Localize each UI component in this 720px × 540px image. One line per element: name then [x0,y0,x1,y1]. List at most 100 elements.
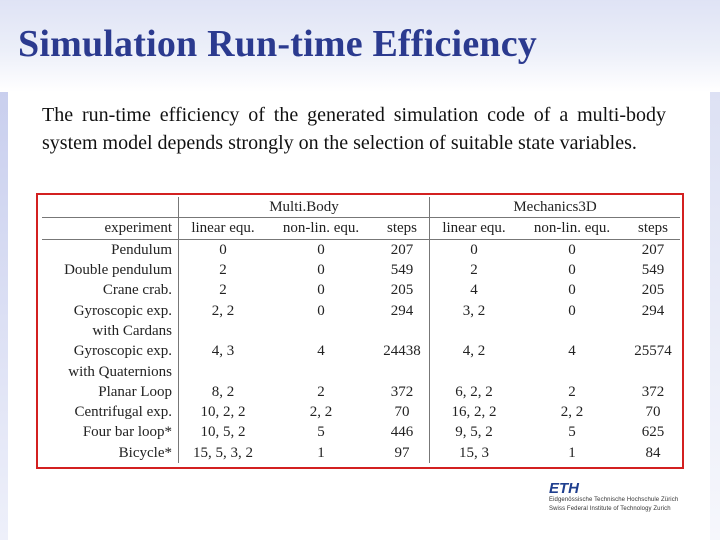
value-cell: 3, 2 [462,302,486,319]
value-cell: 4 [470,282,478,299]
experiment-cell: Pendulum [42,239,179,260]
value-cell: 25574 [634,343,672,360]
value-cell: 9, 5, 2 [455,424,493,441]
value-cell: 2, 2 [211,302,235,319]
experiment-cell: with Cardans [42,320,179,342]
value-cell: 1 [568,444,576,461]
value-cell: 446 [375,422,430,443]
experiment-cell: with Quaternions [42,361,179,382]
value-cell [626,361,680,381]
value-cell: 2 [470,262,478,279]
results-table-frame: Multi.Body Mechanics3D experiment linear eq… [36,193,684,469]
title-band [0,0,720,92]
table-row: Pendulum 0 0 207 0 0 207 [42,239,680,260]
value-cell: 625 [641,424,665,441]
column-header: linear equ. [429,217,518,240]
value-cell: 294 [375,300,430,321]
value-cell: 207 [641,241,665,258]
value-cell [267,361,375,381]
value-cell: 15, 5, 3, 2 [193,444,253,461]
experiment-cell: Gyroscopic exp. [42,341,179,362]
table-row: Double pendulum 2 0 549 2 0 549 [42,259,680,281]
table-row: Centrifugal exp. 10, 2, 2 2, 2 70 16, 2, 2 2,… [42,401,680,423]
column-header: non-lin. equ. [518,217,626,240]
value-cell: 6, 2, 2 [455,383,493,400]
value-cell: 1 [317,444,325,461]
group-header: Multi.Body [178,197,430,219]
value-cell [267,321,375,341]
value-cell: 70 [375,401,430,423]
value-cell: 5 [568,424,576,441]
value-cell: 0 [568,282,576,299]
value-cell [375,320,430,342]
value-cell: 0 [317,282,325,299]
table-group-header-row: Multi.Body Mechanics3D [42,197,680,219]
eth-logo-line-1: Eidgenössische Technische Hochschule Zür… [549,497,679,503]
value-cell: 4, 2 [462,343,486,360]
value-cell: 15, 3 [459,444,489,461]
value-cell [518,321,626,341]
group-header-empty [42,197,179,219]
value-cell: 0 [568,302,576,319]
value-cell: 0 [470,241,478,258]
right-decor-bar [710,92,720,540]
value-cell: 2, 2 [309,404,333,421]
table-row: Bicycle* 15, 5, 3, 2 1 97 15, 3 1 84 [42,442,680,463]
value-cell [518,361,626,381]
experiment-cell: Bicycle* [42,442,179,463]
table-row: Gyroscopic exp. 4, 3 4 24438 4, 2 4 25574 [42,341,680,362]
table-row: with Quaternions [42,361,680,382]
value-cell: 549 [375,259,430,281]
value-cell: 8, 2 [211,383,235,400]
table-row: Four bar loop* 10, 5, 2 5 446 9, 5, 2 5 625 [42,422,680,443]
value-cell: 372 [375,381,430,402]
value-cell: 4 [317,343,325,360]
value-cell: 2 [568,383,576,400]
value-cell: 2 [317,383,325,400]
value-cell: 10, 2, 2 [200,404,246,421]
value-cell: 4, 3 [211,343,235,360]
value-cell: 4 [568,343,576,360]
value-cell: 16, 2, 2 [451,404,497,421]
eth-logo-line-2: Swiss Federal Institute of Technology Zu… [549,506,671,512]
value-cell [179,361,268,381]
table-row: Crane crab. 2 0 205 4 0 205 [42,280,680,301]
value-cell: 2 [219,282,227,299]
eth-logo-text: ETH [549,480,580,494]
experiment-cell: Crane crab. [42,280,179,301]
slide-title: Simulation Run-time Efficiency [18,23,537,65]
value-cell: 0 [568,241,576,258]
value-cell: 0 [317,302,325,319]
value-cell [179,321,268,341]
experiment-cell: Planar Loop [42,381,179,402]
value-cell: 205 [375,280,430,301]
value-cell: 0 [219,241,227,258]
value-cell: 372 [641,383,665,400]
value-cell [375,361,430,382]
group-header: Mechanics3D [429,197,680,219]
value-cell: 84 [645,444,661,461]
value-cell: 549 [641,262,665,279]
value-cell: 0 [568,262,576,279]
column-header: non-lin. equ. [267,217,375,240]
table-row: with Cardans [42,320,680,342]
value-cell: 207 [375,239,430,260]
value-cell [430,321,519,341]
left-decor-bar [0,92,8,540]
eth-logo-mark: ETH [549,480,580,494]
value-cell: 2, 2 [560,404,584,421]
column-header: experiment [42,217,179,240]
value-cell: 70 [645,404,661,421]
table-header-row: experiment linear equ. non-lin. equ. steps l… [42,217,680,240]
experiment-cell: Centrifugal exp. [42,401,179,423]
results-table: Multi.Body Mechanics3D experiment linear eq… [42,197,680,463]
column-header: steps [626,217,680,240]
value-cell: 0 [317,262,325,279]
eth-logo: ETH Eidgenössische Technische Hochschule… [549,480,689,520]
body-paragraph: The run-time efficiency of the generated… [42,104,666,154]
value-cell: 97 [375,442,430,463]
value-cell: 294 [641,302,665,319]
column-header: steps [375,217,430,240]
value-cell [626,321,680,341]
value-cell: 205 [641,282,665,299]
